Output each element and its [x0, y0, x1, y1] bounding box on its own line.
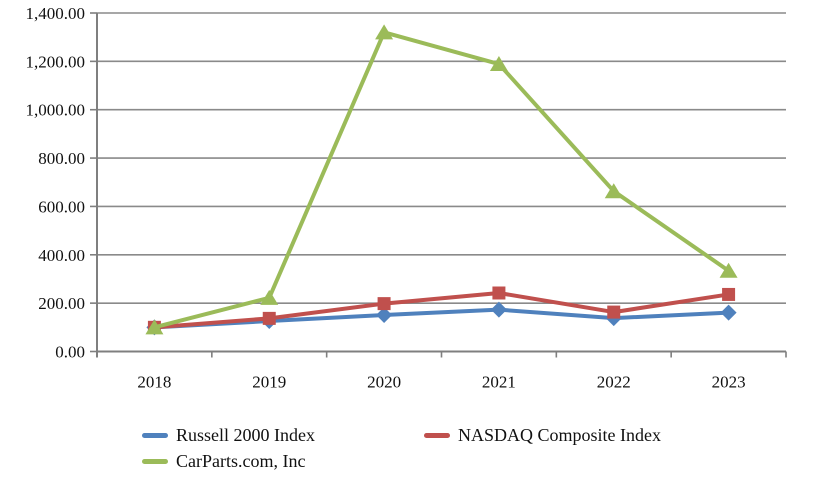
nasdaq-composite-legend-label: NASDAQ Composite Index: [458, 425, 661, 445]
carparts-swatch-icon: [142, 458, 168, 464]
svg-text:200.00: 200.00: [38, 294, 85, 313]
legend-item-nasdaq-composite: NASDAQ Composite Index: [424, 424, 661, 446]
svg-text:2020: 2020: [367, 373, 401, 392]
legend-item-russell-2000: Russell 2000 Index: [142, 424, 315, 446]
svg-text:2023: 2023: [712, 373, 746, 392]
svg-text:2019: 2019: [252, 373, 286, 392]
svg-text:800.00: 800.00: [38, 149, 85, 168]
legend-item-carparts: CarParts.com, Inc: [142, 450, 305, 472]
svg-text:2018: 2018: [137, 373, 171, 392]
svg-text:600.00: 600.00: [38, 197, 85, 216]
svg-text:1,200.00: 1,200.00: [26, 52, 86, 71]
nasdaq-composite-swatch-icon: [424, 432, 450, 438]
russell-2000-swatch-icon: [142, 432, 168, 438]
svg-text:1,400.00: 1,400.00: [26, 4, 86, 23]
svg-text:2021: 2021: [482, 373, 516, 392]
svg-text:2022: 2022: [597, 373, 631, 392]
svg-text:0.00: 0.00: [55, 343, 85, 362]
carparts-legend-label: CarParts.com, Inc: [176, 451, 306, 471]
svg-text:400.00: 400.00: [38, 246, 85, 265]
svg-text:1,000.00: 1,000.00: [26, 101, 86, 120]
russell-2000-legend-label: Russell 2000 Index: [176, 425, 315, 445]
